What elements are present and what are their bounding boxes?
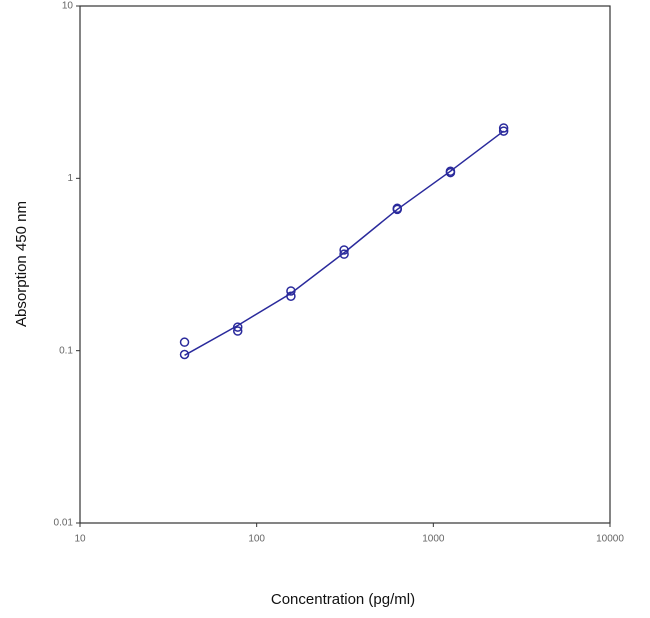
x-tick-label: 10000 <box>596 534 624 545</box>
x-axis-label: Concentration (pg/ml) <box>271 591 415 608</box>
data-point <box>392 204 403 215</box>
y-tick-label: 0.1 <box>59 345 73 356</box>
fit-line <box>184 130 505 356</box>
data-point <box>179 337 190 347</box>
data-point <box>498 126 509 136</box>
x-tick-label: 10 <box>74 534 86 545</box>
data-point <box>445 167 456 178</box>
y-axis-label: Absorption 450 nm <box>13 201 30 327</box>
x-tick-label: 1000 <box>422 534 445 545</box>
y-tick-label: 0.01 <box>54 518 74 529</box>
x-tick-label: 100 <box>248 534 265 545</box>
plot-frame <box>79 5 611 524</box>
data-point <box>232 326 243 336</box>
y-tick-label: 10 <box>62 1 74 12</box>
data-point <box>339 249 349 259</box>
data-point <box>179 349 190 360</box>
y-tick-label: 1 <box>67 173 73 184</box>
